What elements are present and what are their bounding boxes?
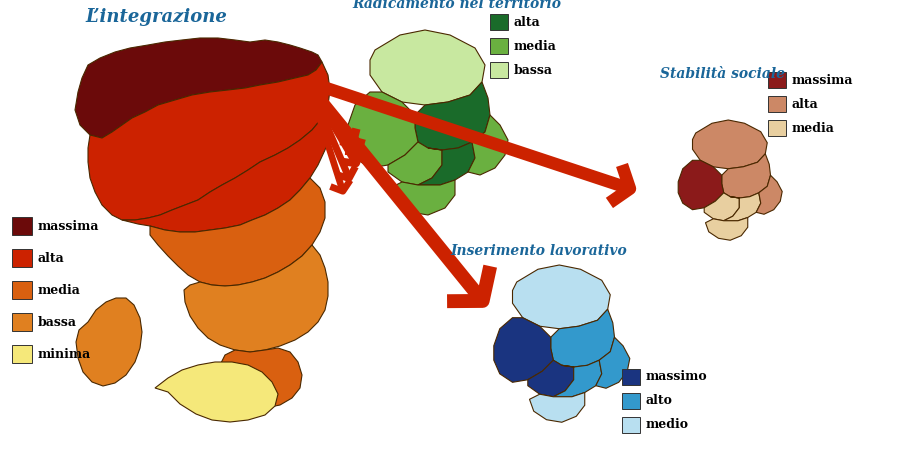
Polygon shape [76, 298, 142, 386]
Text: Stabilità sociale: Stabilità sociale [660, 67, 785, 81]
Bar [12, 313, 32, 331]
Polygon shape [704, 193, 740, 221]
Bar [490, 62, 508, 78]
Bar [12, 281, 32, 299]
Polygon shape [596, 337, 630, 388]
Polygon shape [122, 105, 332, 232]
Bar [768, 120, 786, 136]
Bar [768, 96, 786, 112]
Polygon shape [415, 82, 490, 150]
Polygon shape [722, 154, 770, 198]
Text: massima: massima [38, 219, 99, 233]
Text: massima: massima [792, 73, 853, 86]
Bar [622, 369, 640, 385]
Bar [490, 38, 508, 54]
Polygon shape [705, 218, 748, 240]
Text: minima: minima [38, 347, 91, 361]
Bar [622, 417, 640, 433]
Polygon shape [184, 245, 328, 352]
Polygon shape [512, 265, 611, 329]
Polygon shape [348, 92, 418, 168]
Bar [768, 72, 786, 88]
Polygon shape [418, 142, 475, 185]
Text: massimo: massimo [646, 371, 708, 383]
Text: Radicamento nel territorio: Radicamento nel territorio [352, 0, 561, 11]
Text: media: media [514, 39, 557, 53]
Bar [490, 14, 508, 30]
Text: bassa: bassa [38, 316, 77, 328]
Polygon shape [723, 193, 760, 221]
Bar [12, 345, 32, 363]
Text: Inserimento lavorativo: Inserimento lavorativo [450, 244, 627, 258]
Text: bassa: bassa [514, 64, 553, 76]
Polygon shape [468, 115, 508, 175]
Text: media: media [792, 121, 835, 135]
Polygon shape [528, 360, 574, 397]
Polygon shape [88, 62, 330, 220]
Polygon shape [553, 360, 602, 397]
Polygon shape [388, 142, 442, 185]
Text: alta: alta [792, 98, 819, 110]
Polygon shape [220, 348, 302, 408]
Text: medio: medio [646, 419, 689, 431]
Polygon shape [75, 38, 322, 138]
Text: alta: alta [514, 16, 541, 28]
Polygon shape [150, 178, 325, 286]
Polygon shape [529, 392, 584, 422]
Text: L’integrazione: L’integrazione [85, 8, 227, 26]
Polygon shape [756, 175, 782, 214]
Text: alto: alto [646, 394, 673, 408]
Bar [622, 393, 640, 409]
Polygon shape [693, 120, 768, 169]
Polygon shape [155, 362, 278, 422]
Polygon shape [678, 160, 723, 210]
Polygon shape [370, 30, 485, 105]
Polygon shape [493, 318, 553, 383]
Bar [12, 249, 32, 267]
Bar [12, 217, 32, 235]
Polygon shape [551, 309, 614, 367]
Polygon shape [390, 180, 455, 215]
Text: media: media [38, 283, 81, 297]
Text: alta: alta [38, 252, 65, 264]
